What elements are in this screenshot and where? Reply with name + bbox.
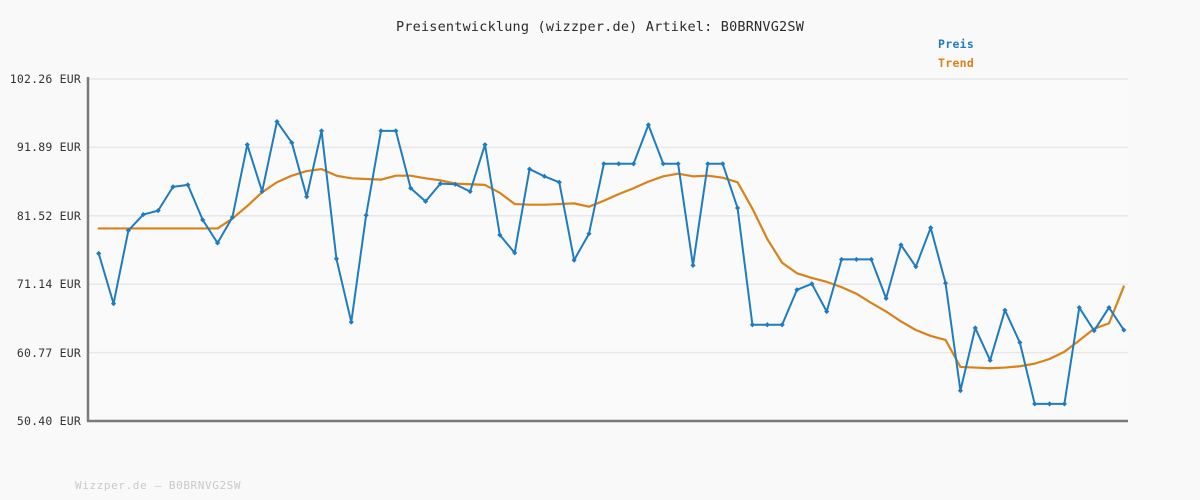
data-point-marker (363, 212, 369, 218)
data-point-marker (734, 205, 741, 211)
data-point-marker (393, 128, 399, 134)
data-point-marker (616, 161, 622, 167)
data-point-marker (928, 225, 934, 231)
data-point-marker (883, 295, 889, 301)
data-point-marker (512, 250, 518, 256)
y-axis-tick-label: 81.52 EUR (16, 208, 81, 223)
data-point-marker (274, 119, 280, 125)
price-group-line (97, 120, 1125, 405)
data-point-marker (824, 308, 830, 315)
data-point-marker (645, 122, 652, 128)
y-axis-tick-label: 60.77 EUR (16, 345, 81, 360)
data-point-marker (110, 301, 117, 307)
price-series (96, 119, 1127, 407)
data-point-marker (1076, 304, 1082, 311)
data-point-marker (1121, 327, 1127, 333)
data-point-marker (586, 231, 592, 237)
data-point-marker (898, 242, 904, 248)
watermark: Wizzper.de — B0BRNVG2SW (75, 479, 242, 492)
data-point-marker (96, 250, 102, 257)
data-point-marker (913, 264, 919, 270)
data-point-marker (720, 161, 726, 167)
data-point-marker (987, 357, 993, 363)
y-axis-tick-label: 71.14 EUR (16, 277, 81, 292)
data-point-marker (526, 166, 533, 172)
data-point-marker (957, 388, 964, 394)
data-point-marker (333, 256, 340, 262)
data-point-marker (170, 184, 176, 190)
data-point-marker (1091, 328, 1097, 334)
data-point-marker (601, 161, 607, 167)
y-axis-tick-label: 50.40 EUR (16, 414, 81, 428)
data-point-marker (1017, 339, 1023, 346)
data-point-marker (868, 256, 874, 263)
data-point-marker (942, 280, 949, 286)
data-point-marker (140, 211, 146, 218)
data-point-marker (630, 161, 637, 167)
data-point-marker (318, 128, 325, 134)
data-point-marker (244, 142, 250, 148)
data-point-marker (348, 319, 354, 325)
data-point-marker (1106, 304, 1112, 311)
legend-item-trend[interactable]: Trend (938, 56, 975, 70)
data-point-marker (1032, 401, 1038, 407)
data-point-marker (705, 161, 711, 167)
data-point-marker (1046, 401, 1053, 407)
data-point-marker (422, 198, 429, 204)
data-point-marker (452, 181, 458, 187)
data-point-marker (764, 322, 770, 328)
data-point-marker (304, 194, 310, 200)
data-point-marker (853, 256, 860, 263)
data-point-marker (1061, 401, 1068, 407)
data-point-marker (690, 262, 696, 268)
data-point-marker (779, 322, 785, 328)
data-point-marker (289, 140, 295, 146)
data-point-marker (229, 214, 236, 220)
data-point-marker (185, 182, 191, 188)
data-point-marker (125, 227, 132, 234)
data-point-marker (838, 256, 845, 263)
data-point-marker (200, 217, 206, 223)
data-point-marker (556, 179, 562, 185)
data-point-marker (408, 185, 414, 191)
y-axis-tick-label: 91.89 EUR (16, 140, 81, 155)
data-point-marker (660, 161, 666, 167)
chart-legend: Preis Trend (938, 38, 974, 70)
data-point-marker (259, 188, 265, 195)
legend-item-preis[interactable]: Preis (938, 37, 975, 51)
data-point-marker (497, 232, 503, 238)
data-point-marker (378, 128, 384, 134)
trend-series (97, 167, 1125, 370)
data-point-marker (749, 322, 756, 328)
data-point-marker (571, 257, 577, 263)
page-title: Preisentwicklung (wizzper.de) Artikel: B… (395, 19, 805, 35)
data-point-marker (214, 240, 221, 246)
data-point-marker (809, 281, 815, 287)
data-point-marker (541, 173, 548, 179)
data-point-marker (482, 142, 488, 148)
plot-background (88, 79, 1128, 421)
data-point-marker (794, 287, 800, 293)
data-point-marker (972, 325, 978, 331)
data-point-marker (1002, 307, 1008, 313)
y-axis-tick-label: 102.26 EUR (9, 72, 81, 86)
trend-group-line (97, 167, 1125, 370)
data-point-marker (155, 208, 161, 214)
data-point-marker (675, 161, 681, 167)
data-point-marker (437, 180, 444, 187)
data-point-marker (467, 188, 473, 195)
